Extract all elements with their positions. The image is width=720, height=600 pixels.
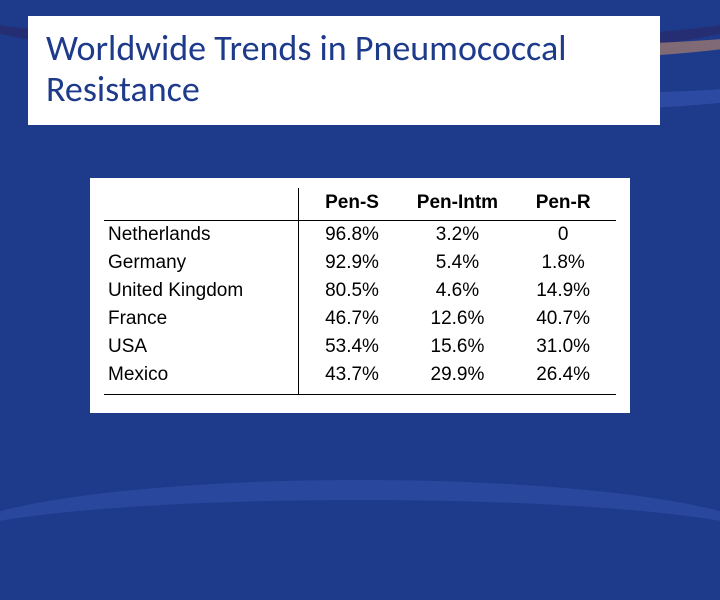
cell-pen-intm: 5.4%	[405, 249, 511, 277]
cell-pen-r: 0	[510, 221, 616, 250]
table-row: France 46.7% 12.6% 40.7%	[104, 305, 616, 333]
resistance-table-container: Pen-S Pen-Intm Pen-R Netherlands 96.8% 3…	[90, 178, 630, 413]
table-header-row: Pen-S Pen-Intm Pen-R	[104, 188, 616, 221]
cell-country: Germany	[104, 249, 299, 277]
cell-pen-r: 31.0%	[510, 333, 616, 361]
col-header-pen-intm: Pen-Intm	[405, 188, 511, 221]
decorative-footer-swoosh	[0, 480, 720, 600]
cell-pen-s: 53.4%	[299, 333, 405, 361]
table-row: Germany 92.9% 5.4% 1.8%	[104, 249, 616, 277]
cell-country: USA	[104, 333, 299, 361]
table-row: United Kingdom 80.5% 4.6% 14.9%	[104, 277, 616, 305]
cell-country: Netherlands	[104, 221, 299, 250]
cell-pen-s: 92.9%	[299, 249, 405, 277]
table-row: Mexico 43.7% 29.9% 26.4%	[104, 361, 616, 395]
cell-country: United Kingdom	[104, 277, 299, 305]
slide-title: Worldwide Trends in Pneumococcal Resista…	[46, 28, 642, 111]
cell-pen-intm: 15.6%	[405, 333, 511, 361]
cell-pen-s: 46.7%	[299, 305, 405, 333]
col-header-pen-r: Pen-R	[510, 188, 616, 221]
cell-pen-s: 96.8%	[299, 221, 405, 250]
cell-pen-r: 1.8%	[510, 249, 616, 277]
table-row: USA 53.4% 15.6% 31.0%	[104, 333, 616, 361]
col-header-pen-s: Pen-S	[299, 188, 405, 221]
cell-pen-s: 43.7%	[299, 361, 405, 395]
cell-pen-intm: 29.9%	[405, 361, 511, 395]
cell-pen-r: 26.4%	[510, 361, 616, 395]
cell-pen-intm: 4.6%	[405, 277, 511, 305]
cell-pen-r: 40.7%	[510, 305, 616, 333]
title-box: Worldwide Trends in Pneumococcal Resista…	[28, 16, 660, 125]
resistance-table: Pen-S Pen-Intm Pen-R Netherlands 96.8% 3…	[104, 188, 616, 395]
cell-pen-r: 14.9%	[510, 277, 616, 305]
table-row: Netherlands 96.8% 3.2% 0	[104, 221, 616, 250]
cell-pen-s: 80.5%	[299, 277, 405, 305]
cell-pen-intm: 12.6%	[405, 305, 511, 333]
cell-pen-intm: 3.2%	[405, 221, 511, 250]
col-header-country	[104, 188, 299, 221]
cell-country: France	[104, 305, 299, 333]
cell-country: Mexico	[104, 361, 299, 395]
